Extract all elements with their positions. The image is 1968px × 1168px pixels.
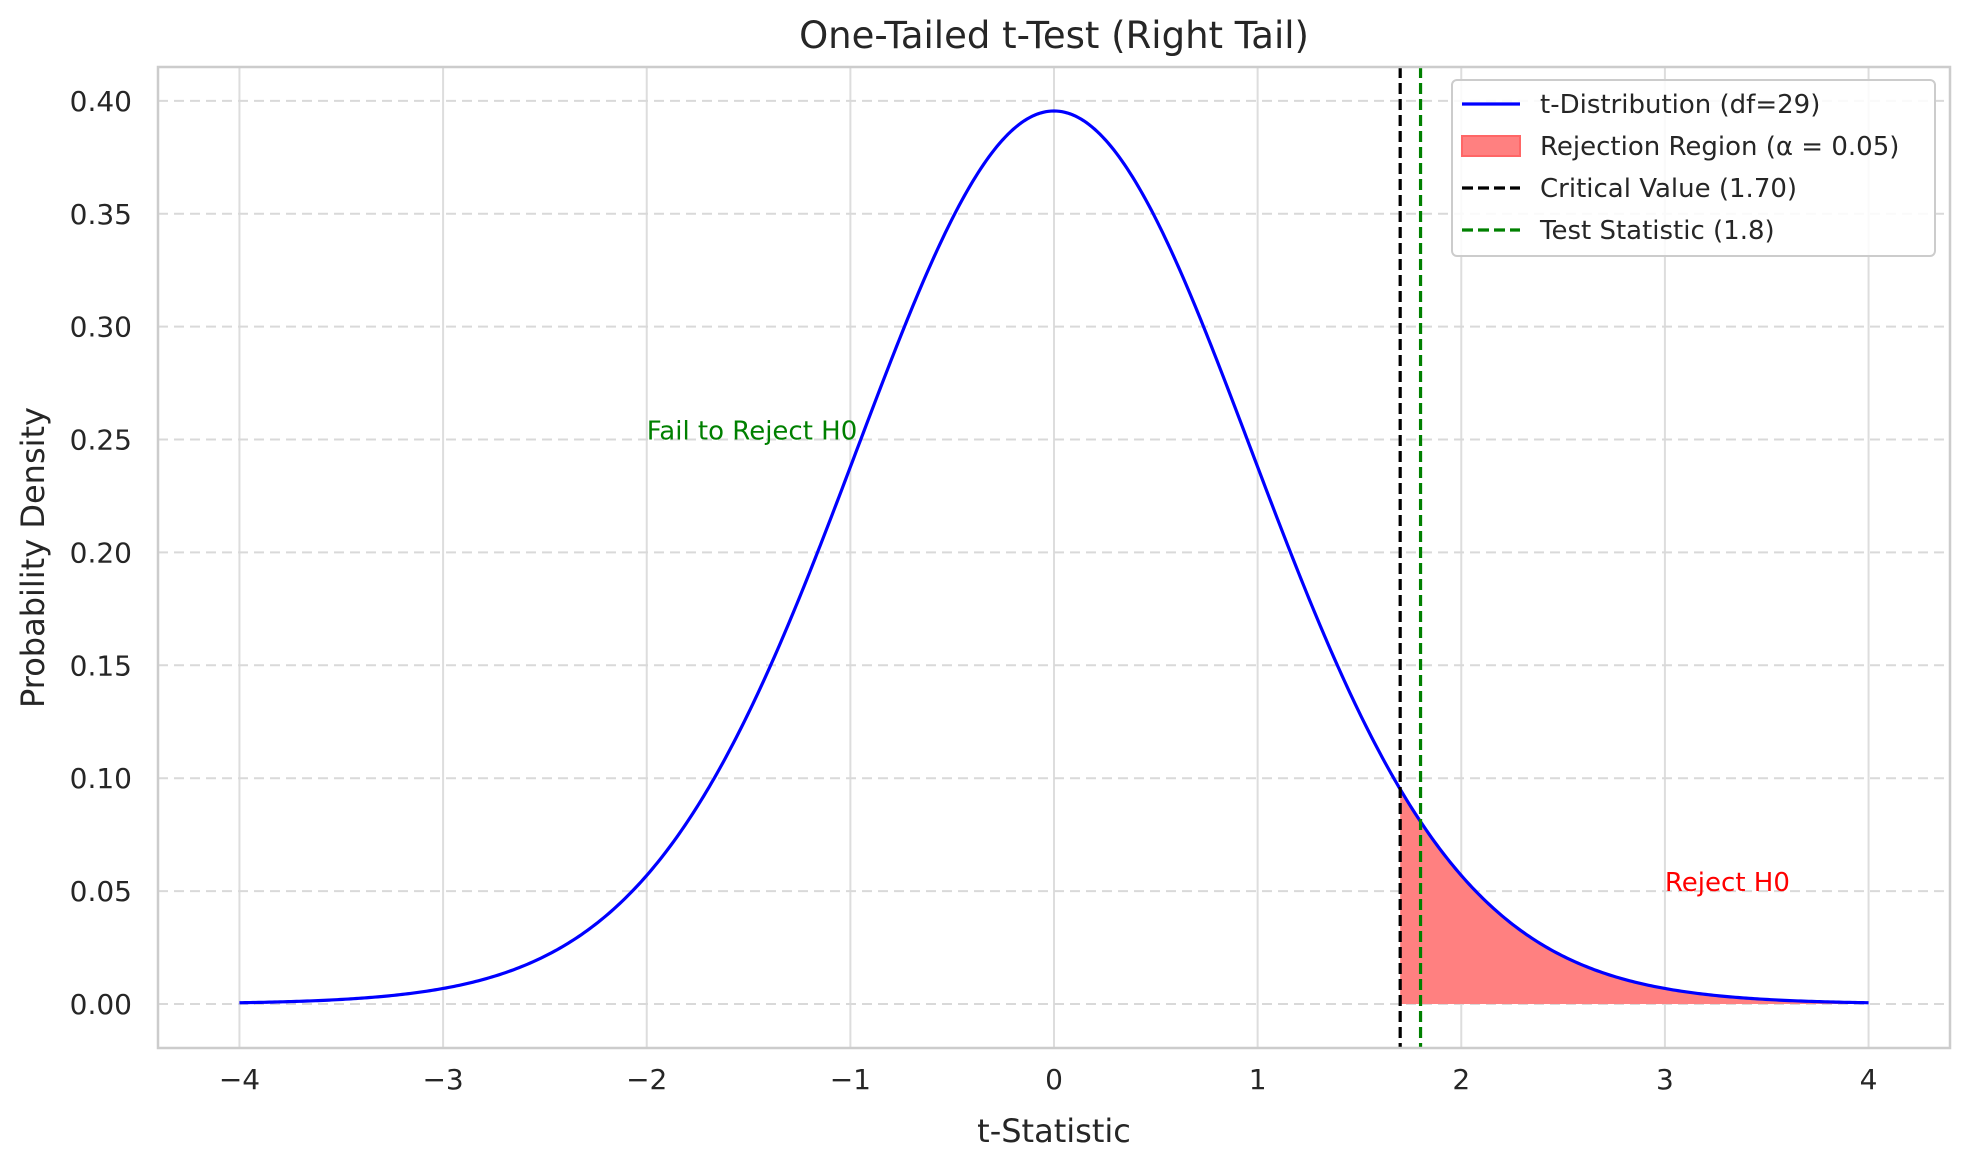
x-tick-label: −1 [830,1063,871,1096]
legend: t-Distribution (df=29) Rejection Region (… [1451,79,1936,257]
x-tick-label: 2 [1452,1063,1470,1096]
y-tick-label: 0.10 [70,762,132,795]
reject-annotation: Reject H0 [1665,868,1790,898]
rejection-region-layer [1400,789,1869,1004]
y-tick-label: 0.05 [70,875,132,908]
x-axis-title: t-Statistic [977,1112,1131,1150]
y-tick-label: 0.15 [70,649,132,682]
chart-title: One-Tailed t-Test (Right Tail) [799,14,1309,57]
annotations: Fail to Reject H0 Reject H0 [647,417,1790,899]
t-distribution-curve [239,109,1869,1005]
x-tick-label: 3 [1656,1063,1674,1096]
plot-frame [156,65,1952,1050]
legend-label: Test Statistic (1.8) [1539,216,1775,246]
x-tick-label: 1 [1249,1063,1267,1096]
curve-layer [239,109,1869,1005]
y-tick-label: 0.40 [70,85,132,118]
y-tick-label: 0.00 [70,988,132,1021]
y-tick-label: 0.35 [70,198,132,231]
x-tick-label: 4 [1860,1063,1878,1096]
y-tick-label: 0.25 [70,424,132,457]
x-tick-label: −4 [219,1063,260,1096]
y-tick-label: 0.20 [70,536,132,569]
legend-swatch-fill [1461,135,1521,157]
legend-label: t-Distribution (df=29) [1540,90,1820,120]
x-tick-label: 0 [1045,1063,1063,1096]
legend-label: Rejection Region (α = 0.05) [1540,132,1899,162]
legend-label: Critical Value (1.70) [1540,174,1797,204]
y-axis-title: Probability Density [14,407,52,708]
vertical-lines-layer [1398,67,1423,1048]
y-tick-label: 0.30 [70,311,132,344]
fail-to-reject-annotation: Fail to Reject H0 [647,417,858,447]
x-tick-label: −2 [626,1063,667,1096]
x-tick-label: −3 [422,1063,463,1096]
legend-box [1451,79,1936,257]
tick-labels: −4 −3 −2 −1 0 1 2 3 4 0.00 0.05 0.10 0.15 0.20 0.25 0.3… [70,85,1878,1096]
rejection-region-fill [1400,789,1869,1004]
